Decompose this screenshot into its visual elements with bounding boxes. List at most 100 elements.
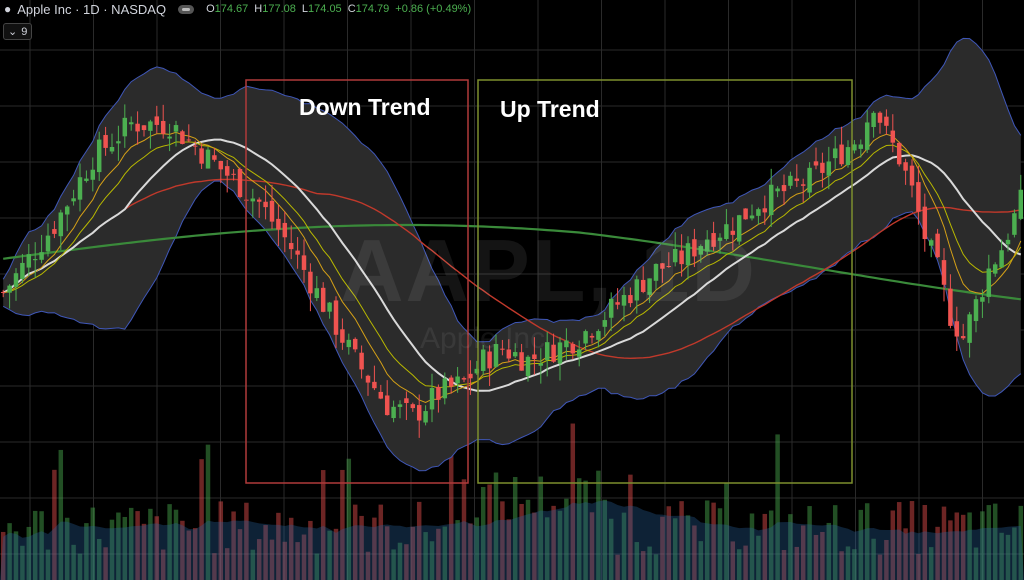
candle-body xyxy=(301,255,307,270)
candle-body xyxy=(340,329,345,343)
candle-body xyxy=(160,120,166,134)
volume-bar xyxy=(391,549,396,580)
candle-body xyxy=(909,165,915,186)
sma-50-line xyxy=(2,178,1021,360)
candle-body xyxy=(890,130,896,143)
down-trend-label: Down Trend xyxy=(299,94,431,120)
volume-bar xyxy=(781,549,787,580)
volume-bar xyxy=(365,551,371,580)
candle-body xyxy=(231,173,236,175)
candle-body xyxy=(39,252,44,260)
volume-bar xyxy=(468,523,473,580)
volume-bar xyxy=(960,514,966,580)
volume-bar xyxy=(896,502,902,580)
indicators-toggle-button[interactable]: ⌄ 9 xyxy=(3,23,33,40)
volume-bar xyxy=(935,526,940,580)
candle-body xyxy=(186,139,192,141)
volume-bar xyxy=(416,501,422,580)
volume-bar xyxy=(372,517,377,580)
volume-bar xyxy=(455,520,460,580)
volume-bar xyxy=(826,522,832,580)
candle-body xyxy=(1018,189,1024,219)
volume-bar xyxy=(116,512,121,580)
candle-body xyxy=(308,271,313,294)
open-value: 174.67 xyxy=(214,3,249,15)
market-status-icon xyxy=(178,4,195,14)
volume-bar xyxy=(7,523,12,580)
candle-body xyxy=(839,144,844,165)
candle-body xyxy=(602,320,608,327)
chevron-down-icon: ⌄ xyxy=(8,26,18,38)
volume-bar xyxy=(346,458,352,580)
volume-bar xyxy=(32,510,38,580)
candle-body xyxy=(788,175,793,186)
candle-body xyxy=(237,168,243,198)
volume-bar xyxy=(852,549,857,580)
volume-bar xyxy=(71,544,76,580)
candle-body xyxy=(116,141,121,144)
volume-bar xyxy=(698,541,704,580)
candle-body xyxy=(103,135,108,148)
volume-bar xyxy=(628,474,633,580)
candle-body xyxy=(583,331,588,344)
volume-bar xyxy=(237,529,243,580)
candle-body xyxy=(416,405,422,421)
candle-body xyxy=(980,297,985,302)
candle-body xyxy=(852,144,857,151)
volume-bar xyxy=(340,469,345,580)
volume-bar xyxy=(308,520,313,580)
candle-body xyxy=(992,264,998,274)
volume-bar xyxy=(756,535,761,580)
candle-body xyxy=(781,185,787,192)
candle-body xyxy=(896,142,902,165)
candle-body xyxy=(672,248,678,263)
volume-bar xyxy=(685,515,691,580)
candle-body xyxy=(596,331,601,340)
candle-body xyxy=(589,335,595,338)
candle-body xyxy=(967,314,972,343)
candle-body xyxy=(282,222,288,238)
candle-body xyxy=(928,240,934,246)
symbol-title[interactable]: Apple Inc · 1D · NASDAQ xyxy=(17,1,167,17)
candle-body xyxy=(717,237,723,241)
candle-body xyxy=(384,395,390,416)
volume-bar xyxy=(583,480,588,580)
candle-body xyxy=(461,378,467,380)
volume-bar xyxy=(436,528,441,580)
candle-body xyxy=(372,381,377,389)
candle-body xyxy=(423,411,428,423)
volume-bar xyxy=(980,511,985,580)
sma-200-line xyxy=(3,223,1021,301)
volume-bar xyxy=(282,541,288,580)
candle-body xyxy=(32,259,38,261)
volume-bar xyxy=(743,545,748,580)
high-value: 177.08 xyxy=(262,3,296,15)
candle-body xyxy=(884,116,889,126)
candle-body xyxy=(212,155,217,160)
volume-bar xyxy=(26,526,32,580)
volume-bar xyxy=(224,548,230,580)
volume-bar xyxy=(212,553,217,580)
candle-body xyxy=(442,378,448,399)
candle-body xyxy=(679,250,684,265)
volume-bar xyxy=(1005,534,1011,580)
candle-body xyxy=(999,250,1004,268)
candle-body xyxy=(500,348,505,350)
candle-body xyxy=(474,368,480,374)
candle-body xyxy=(532,354,537,360)
candle-body xyxy=(205,149,211,169)
candle-body xyxy=(877,112,883,123)
volume-bar xyxy=(487,484,492,580)
candle-body xyxy=(730,230,736,235)
volume-bar xyxy=(404,544,409,580)
candle-body xyxy=(448,377,454,387)
candle-body xyxy=(608,298,614,318)
candle-body xyxy=(628,295,633,304)
candle-body xyxy=(647,278,652,295)
volume-bar xyxy=(717,508,723,580)
candle-body xyxy=(0,291,6,293)
volume-bar xyxy=(84,523,89,580)
candle-body xyxy=(397,404,403,407)
indicator-count: 9 xyxy=(21,25,28,38)
